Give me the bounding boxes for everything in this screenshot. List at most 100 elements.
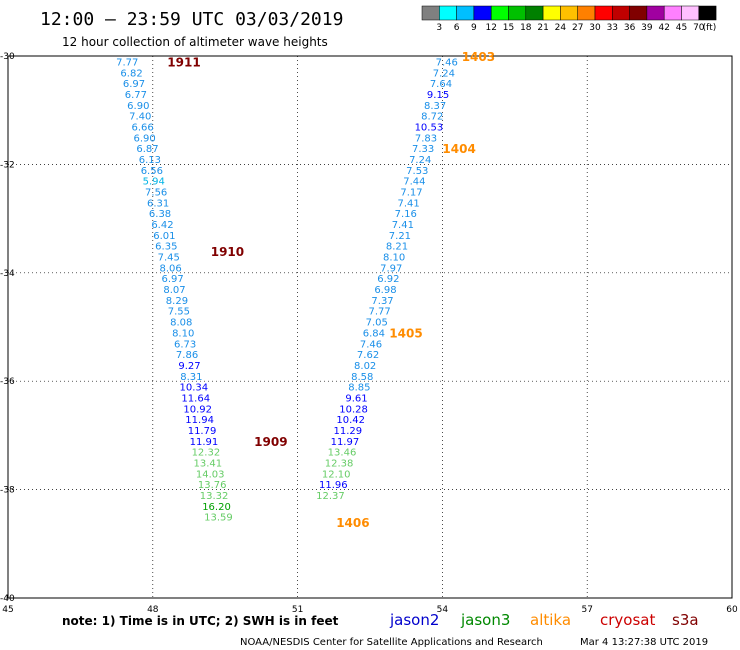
scale-label: 21 (537, 23, 548, 33)
swh-value-label: 6.90 (127, 101, 149, 112)
scale-label: 39 (641, 23, 653, 33)
scale-swatch (629, 5, 648, 21)
scale-label: 12 (485, 23, 496, 33)
swh-value-label: 6.56 (141, 166, 163, 177)
swh-value-label: 7.97 (380, 263, 402, 274)
swh-value-label: 7.21 (389, 231, 411, 242)
scale-label: 30 (589, 23, 601, 33)
scale-label: 70 (693, 23, 705, 33)
swh-value-label: 7.24 (409, 155, 431, 166)
swh-value-label: 6.98 (374, 285, 396, 296)
swh-value-label: 10.92 (183, 404, 212, 415)
scale-swatch (439, 5, 457, 21)
scale-swatch (508, 5, 527, 21)
swh-value-label: 6.38 (149, 209, 171, 220)
swh-value-label: 14.03 (196, 469, 225, 480)
swh-value-label: 9.27 (178, 361, 200, 372)
mission-label: jason2 (389, 611, 439, 629)
x-tick-label: 54 (437, 605, 449, 615)
scale-label: 9 (471, 23, 477, 33)
swh-value-label: 13.41 (194, 459, 223, 470)
scale-label: 3 (436, 23, 442, 33)
swh-value-label: 8.08 (170, 318, 192, 329)
page-title: 12:00 — 23:59 UTC 03/03/2019 (40, 9, 343, 30)
swh-value-label: 6.73 (174, 339, 196, 350)
scale-label: 45 (676, 23, 687, 33)
swh-value-label: 7.77 (116, 57, 138, 68)
swh-value-label: 7.62 (357, 350, 379, 361)
swh-value-label: 11.97 (331, 437, 360, 448)
swh-value-label: 7.41 (397, 198, 419, 209)
scale-swatch (560, 5, 578, 21)
y-tick-label: -32 (0, 160, 15, 170)
swh-value-label: 8.31 (180, 372, 202, 383)
pass-label: 1406 (336, 516, 369, 530)
swh-value-label: 6.97 (161, 274, 183, 285)
scale-swatch (612, 5, 630, 21)
scale-label: (ft) (703, 23, 717, 33)
pass-label: 1405 (389, 326, 422, 340)
swh-value-label: 6.82 (120, 68, 142, 79)
scale-label: 27 (572, 23, 583, 33)
scale-swatch (490, 5, 509, 21)
swh-value-label: 6.84 (363, 328, 385, 339)
swh-value-label: 6.35 (155, 242, 177, 253)
swh-value-label: 7.46 (360, 339, 382, 350)
scale-swatch (646, 5, 665, 21)
swh-value-label: 11.94 (185, 415, 214, 426)
swh-value-label: 9.61 (345, 393, 367, 404)
swh-value-label: 11.79 (188, 426, 217, 437)
swh-value-label: 13.46 (328, 448, 357, 459)
footer-credit: NOAA/NESDIS Center for Satellite Applica… (240, 637, 543, 648)
swh-value-label: 6.66 (132, 122, 154, 133)
swh-value-label: 8.72 (421, 112, 443, 123)
swh-value-label: 8.37 (424, 101, 446, 112)
swh-value-label: 12.37 (316, 491, 345, 502)
y-tick-label: -30 (0, 52, 15, 62)
scale-label: 18 (520, 23, 532, 33)
series-pass-1909-1911: 7.776.826.976.776.907.406.666.906.876.13… (116, 57, 233, 523)
swh-value-label: 8.21 (386, 242, 408, 253)
swh-value-label: 7.64 (430, 79, 452, 90)
swh-value-label: 6.77 (125, 90, 147, 101)
x-tick-label: 45 (2, 605, 13, 615)
scale-label: 42 (658, 23, 669, 33)
mission-label: altika (530, 611, 571, 629)
swh-value-label: 8.10 (383, 253, 405, 264)
swh-value-label: 6.42 (151, 220, 173, 231)
scale-swatch (594, 5, 613, 21)
swh-value-label: 10.34 (180, 383, 209, 394)
swh-value-label: 7.83 (415, 133, 437, 144)
swh-value-label: 8.85 (348, 383, 370, 394)
swh-value-label: 8.07 (163, 285, 185, 296)
footer-note: note: 1) Time is in UTC; 2) SWH is in fe… (62, 614, 339, 628)
x-tick-label: 60 (726, 605, 738, 615)
swh-value-label: 7.41 (392, 220, 414, 231)
x-tick-label: 51 (292, 605, 303, 615)
swh-value-label: 7.37 (371, 296, 393, 307)
swh-value-label: 6.90 (133, 133, 155, 144)
swh-value-label: 6.87 (136, 144, 158, 155)
swh-value-label: 8.29 (166, 296, 188, 307)
page-subtitle: 12 hour collection of altimeter wave hei… (62, 35, 328, 49)
scale-label: 36 (624, 23, 636, 33)
plot-frame (7, 55, 733, 599)
swh-value-label: 11.91 (190, 437, 219, 448)
scale-swatch (542, 5, 561, 21)
swh-value-label: 10.42 (336, 415, 365, 426)
pass-label: 1910 (211, 245, 244, 259)
swh-value-label: 16.20 (202, 502, 231, 513)
swh-value-label: 11.64 (181, 393, 210, 404)
swh-value-label: 6.01 (153, 231, 175, 242)
mission-legend: jason2 jason3 altika cryosat s3a (389, 611, 699, 629)
scale-swatch (456, 5, 475, 21)
y-tick-label: -36 (0, 377, 15, 387)
pass-label: 1404 (442, 142, 475, 156)
mission-label: cryosat (600, 611, 655, 629)
scale-label: 15 (503, 23, 514, 33)
swh-value-label: 7.40 (129, 112, 151, 123)
swh-value-label: 6.92 (377, 274, 399, 285)
swh-value-label: 7.16 (395, 209, 417, 220)
swh-value-label: 5.94 (143, 177, 165, 188)
